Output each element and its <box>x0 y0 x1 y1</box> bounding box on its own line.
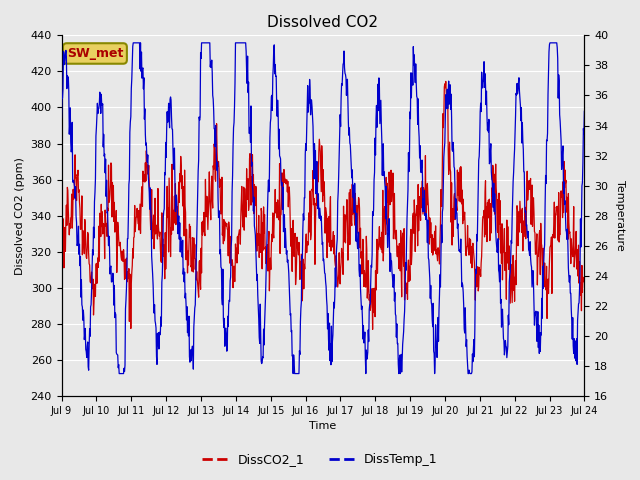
X-axis label: Time: Time <box>309 421 337 432</box>
Title: Dissolved CO2: Dissolved CO2 <box>268 15 378 30</box>
Legend: DissCO2_1, DissTemp_1: DissCO2_1, DissTemp_1 <box>197 448 443 471</box>
Y-axis label: Dissolved CO2 (ppm): Dissolved CO2 (ppm) <box>15 157 25 275</box>
Text: SW_met: SW_met <box>67 47 123 60</box>
Y-axis label: Temperature: Temperature <box>615 180 625 251</box>
